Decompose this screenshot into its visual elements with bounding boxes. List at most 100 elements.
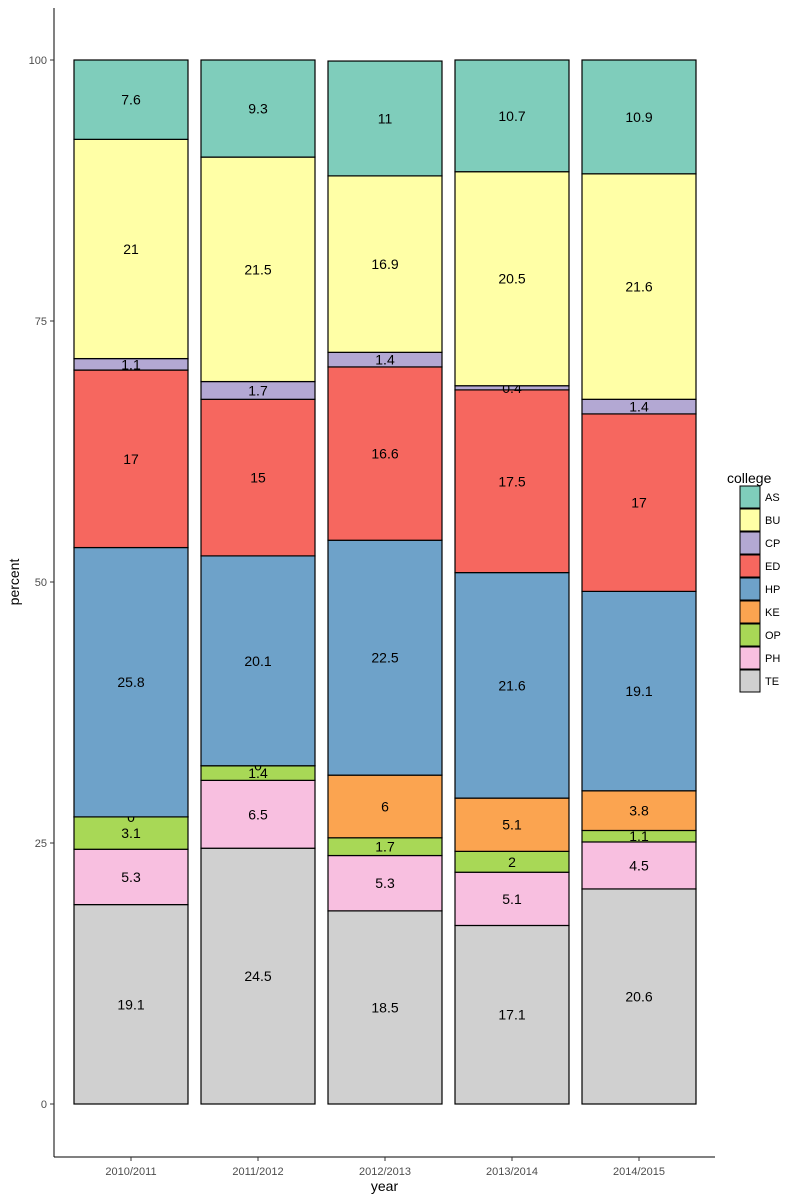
data-label-te: 18.5 [371, 999, 398, 1015]
bar-segment-ph [200, 779, 316, 849]
x-tick-label: 2013/2014 [486, 1166, 538, 1178]
bar-segment-ed [73, 369, 189, 549]
bar-segment-te [581, 888, 697, 1105]
data-label-bu: 20.5 [498, 271, 525, 287]
data-label-ed: 15 [250, 470, 266, 486]
x-axis-title: year [371, 1178, 399, 1194]
y-tick-label: 75 [35, 316, 47, 328]
data-label-te: 24.5 [244, 968, 271, 984]
data-label-ke: 5.1 [502, 817, 522, 833]
data-label-op: 2 [508, 854, 516, 870]
bar-segment-ph [454, 871, 570, 927]
bar-segment-ke [454, 797, 570, 852]
x-tick-label: 2010/2011 [105, 1166, 156, 1178]
bar-segment-ph [327, 854, 443, 912]
data-label-te: 19.1 [117, 996, 144, 1012]
bar-segment-hp [200, 555, 316, 767]
data-label-ph: 4.5 [629, 857, 649, 873]
data-label-ph: 5.3 [375, 875, 395, 891]
data-label-hp: 22.5 [371, 650, 398, 666]
legend-key-cp [739, 531, 761, 555]
data-label-bu: 21 [123, 241, 139, 257]
data-label-cp: 1.1 [121, 356, 141, 372]
data-label-as: 11 [378, 110, 393, 126]
bar-segment-hp [73, 546, 189, 818]
legend-title: college [727, 470, 772, 486]
data-label-te: 17.1 [498, 1007, 525, 1023]
bar-segment-as [327, 60, 443, 177]
data-label-bu: 21.6 [625, 279, 652, 295]
bar-segment-te [200, 847, 316, 1105]
bar-segment-ke [581, 790, 697, 832]
bar-segment-bu [200, 156, 316, 383]
legend-key-as [739, 485, 761, 509]
y-tick-label: 100 [29, 55, 47, 67]
legend-label-ke: KE [765, 607, 780, 619]
data-label-op: 1.1 [629, 828, 649, 844]
x-tick-label: 2011/2012 [232, 1166, 283, 1178]
bar-segment-hp [454, 572, 570, 799]
data-label-as: 7.6 [121, 92, 141, 108]
legend-label-bu: BU [765, 515, 780, 527]
bar-segment-ed [327, 366, 443, 541]
data-label-as: 10.7 [498, 108, 525, 124]
bar-segment-te [327, 910, 443, 1105]
data-label-op: 3.1 [121, 825, 141, 841]
y-tick-label: 50 [35, 577, 47, 589]
data-label-ed: 16.6 [371, 446, 398, 462]
bar-segment-ed [454, 389, 570, 574]
data-label-op: 1.4 [248, 765, 268, 781]
bar-segment-as [581, 59, 697, 175]
legend-label-te: TE [765, 676, 779, 688]
legend-label-cp: CP [765, 538, 780, 550]
data-label-te: 20.6 [625, 988, 652, 1004]
bar-segment-bu [327, 175, 443, 353]
data-label-cp: 1.4 [375, 352, 395, 368]
bar-segment-as [200, 59, 316, 158]
legend-label-ed: ED [765, 561, 780, 573]
legend-key-te [739, 669, 761, 693]
data-label-bu: 21.5 [244, 261, 271, 277]
legend-key-ed [739, 554, 761, 578]
bar-segment-ke [327, 774, 443, 839]
legend-key-op [739, 623, 761, 647]
y-axis-title: percent [6, 559, 22, 606]
data-label-hp: 21.6 [498, 677, 525, 693]
bar-segment-as [73, 59, 189, 140]
data-label-as: 9.3 [248, 101, 268, 117]
legend-key-ph [739, 646, 761, 670]
bar-segment-hp [581, 590, 697, 792]
legend-label-hp: HP [765, 584, 780, 596]
legend-key-ke [739, 600, 761, 624]
data-label-ke: 6 [381, 798, 389, 814]
data-label-ke: 3.8 [629, 803, 649, 819]
data-label-ph: 5.1 [502, 891, 522, 907]
data-label-ed: 17 [631, 495, 647, 511]
y-tick-label: 0 [41, 1099, 47, 1111]
data-label-bu: 16.9 [371, 256, 398, 272]
legend-label-ph: PH [765, 653, 780, 665]
legend-key-hp [739, 577, 761, 601]
bar-segment-bu [454, 171, 570, 387]
data-label-hp: 20.1 [244, 653, 271, 669]
y-tick-label: 25 [35, 838, 47, 850]
bar-segment-ed [581, 413, 697, 592]
data-label-hp: 19.1 [625, 683, 652, 699]
legend-label-op: OP [765, 630, 781, 642]
data-label-ed: 17 [123, 451, 139, 467]
data-label-ph: 6.5 [248, 806, 268, 822]
data-label-op: 1.7 [375, 839, 395, 855]
data-label-hp: 25.8 [117, 674, 144, 690]
data-label-ed: 17.5 [498, 473, 525, 489]
x-tick-label: 2012/2013 [359, 1166, 411, 1178]
data-label-cp: 1.4 [629, 399, 649, 415]
x-tick-label: 2014/2015 [613, 1166, 665, 1178]
legend-key-bu [739, 508, 761, 532]
bar-segment-as [454, 59, 570, 173]
bar-segment-bu [581, 173, 697, 400]
bar-segment-bu [73, 138, 189, 360]
bar-segment-te [73, 903, 189, 1105]
data-label-ph: 5.3 [121, 869, 141, 885]
